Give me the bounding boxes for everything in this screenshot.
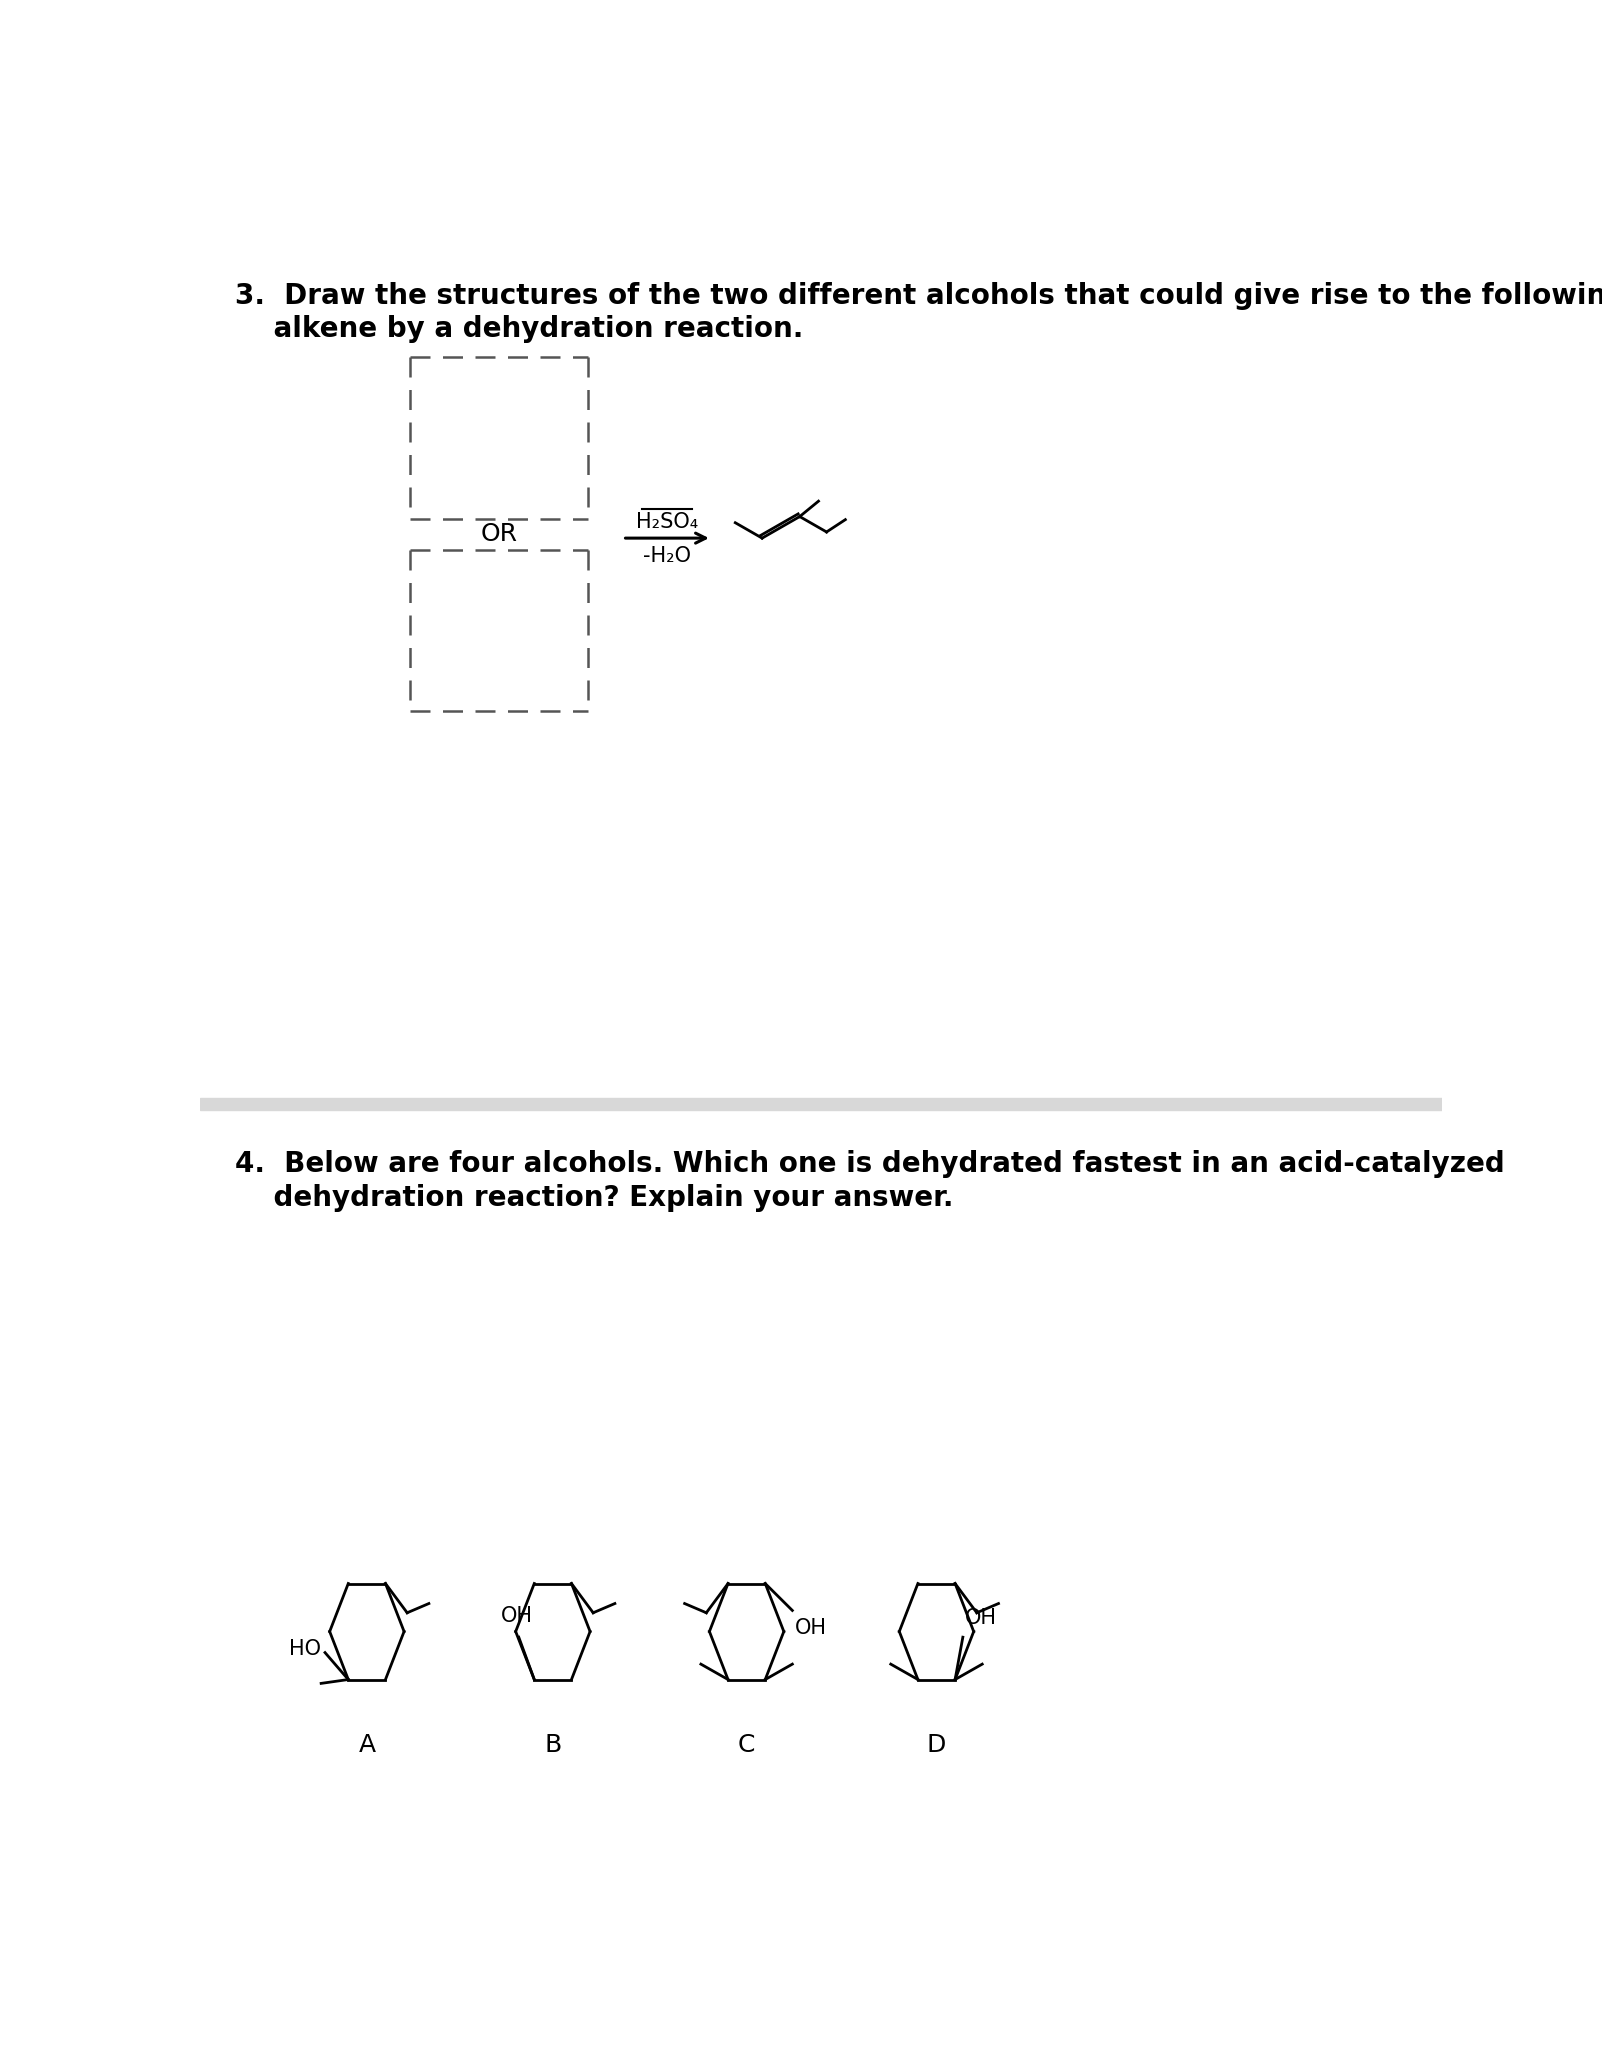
Bar [200, 1099, 1442, 1111]
Text: A: A [359, 1733, 375, 1758]
Text: OH: OH [964, 1608, 996, 1629]
Text: 4.  Below are four alcohols. Which one is dehydrated fastest in an acid-catalyze: 4. Below are four alcohols. Which one is… [235, 1150, 1504, 1178]
Text: alkene by a dehydration reaction.: alkene by a dehydration reaction. [235, 315, 804, 344]
Text: C: C [739, 1733, 755, 1758]
Text: -H₂O: -H₂O [642, 546, 690, 567]
Text: 3.  Draw the structures of the two different alcohols that could give rise to th: 3. Draw the structures of the two differ… [235, 282, 1602, 311]
Text: B: B [545, 1733, 561, 1758]
Text: OH: OH [501, 1606, 533, 1627]
Text: OR: OR [481, 522, 517, 546]
Text: D: D [928, 1733, 947, 1758]
Text: OH: OH [795, 1618, 827, 1639]
Text: dehydration reaction? Explain your answer.: dehydration reaction? Explain your answe… [235, 1185, 953, 1211]
Text: HO: HO [288, 1639, 320, 1659]
Text: H₂SO₄: H₂SO₄ [636, 512, 698, 532]
